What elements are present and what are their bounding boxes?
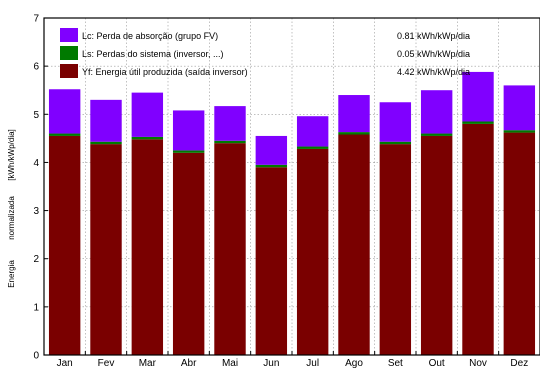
bar-segment-1 (462, 123, 494, 356)
y-tick-label: 2 (33, 254, 39, 265)
bar-segment-2 (255, 164, 288, 168)
legend-swatch (60, 64, 78, 78)
bar-segment-2 (90, 141, 122, 145)
bar-segment-3 (131, 92, 164, 137)
bar-segment-1 (131, 139, 164, 355)
bar-segment-2 (462, 121, 494, 124)
bar-segment-1 (338, 134, 370, 355)
legend-swatch (60, 46, 78, 60)
x-tick-label: Set (388, 358, 403, 369)
bar-segment-1 (420, 135, 453, 355)
bar-segment-2 (214, 140, 246, 144)
y-tick-label: 3 (33, 206, 39, 217)
bar-segment-3 (462, 71, 494, 122)
y-tick-label: 6 (33, 62, 39, 73)
legend-label: Ls: Perdas do sistema (inversor, ...) (82, 49, 224, 59)
bar-segment-3 (420, 90, 453, 134)
bar-segment-3 (255, 135, 288, 165)
y-tick-label: 7 (33, 14, 39, 25)
y-tick-label: 1 (33, 302, 39, 313)
bar-segment-3 (296, 116, 329, 147)
bar-segment-1 (48, 135, 81, 355)
bar-segment-1 (379, 144, 412, 355)
bar-segment-2 (338, 132, 370, 135)
legend-value: 0.05 kWh/kWp/dia (397, 49, 470, 59)
bar-segment-3 (172, 110, 205, 151)
x-tick-label: Out (429, 358, 445, 369)
bar-segment-1 (214, 143, 246, 355)
bar-segment-2 (172, 150, 205, 153)
bar-segment-2 (379, 141, 412, 145)
x-tick-label: Nov (469, 358, 487, 369)
x-tick-label: Dez (510, 358, 528, 369)
x-tick-label: Mai (222, 358, 238, 369)
bar-segment-1 (503, 132, 536, 355)
x-tick-label: Ago (345, 358, 363, 369)
legend-label: Lc: Perda de absorção (grupo FV) (82, 31, 218, 41)
bar-segment-3 (48, 89, 81, 134)
legend-swatch (60, 28, 78, 42)
bar-segment-3 (214, 106, 246, 141)
bar-segment-2 (131, 136, 164, 140)
bar-segment-1 (255, 167, 288, 355)
plot-frame (43, 17, 540, 356)
y-axis-label-part: Energia (7, 260, 16, 288)
y-axis-label-part: [kWh/kWp/dia] (7, 129, 16, 181)
x-tick-label: Mar (139, 358, 157, 369)
bar-segment-3 (379, 102, 412, 142)
x-tick-label: Jan (57, 358, 73, 369)
x-tick-label: Jun (263, 358, 279, 369)
y-axis-label-part: normalizada (7, 196, 16, 240)
bar-segment-1 (90, 144, 122, 355)
x-tick-label: Fev (98, 358, 115, 369)
bar-segment-1 (172, 152, 205, 355)
bar-segment-1 (296, 148, 329, 355)
legend-label: Yf: Energia útil produzida (saída invers… (82, 67, 248, 77)
x-tick-label: Abr (181, 358, 197, 369)
bar-segment-2 (296, 146, 329, 149)
y-tick-label: 0 (33, 351, 39, 362)
x-tick-label: Jul (306, 358, 319, 369)
y-tick-label: 5 (33, 110, 39, 121)
bar-segment-2 (48, 133, 81, 136)
bar-segment-3 (338, 95, 370, 133)
y-tick-label: 4 (33, 158, 39, 169)
bar-segment-3 (90, 99, 122, 142)
legend-value: 0.81 kWh/kWp/dia (397, 31, 470, 41)
legend-value: 4.42 kWh/kWp/dia (397, 67, 470, 77)
bar-segment-2 (420, 133, 453, 136)
bar-segment-3 (503, 85, 536, 131)
bar-segment-2 (503, 130, 536, 133)
